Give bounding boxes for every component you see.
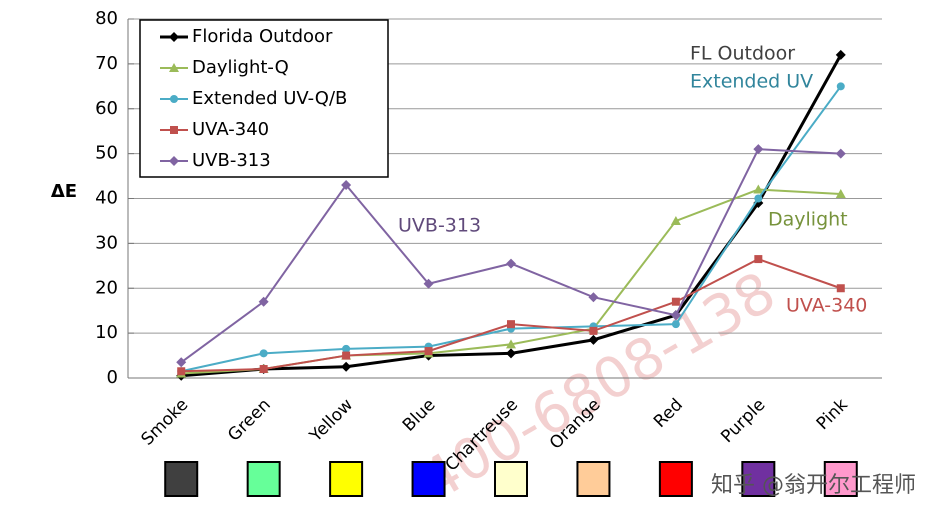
marker	[424, 347, 433, 356]
x-tick-label: Red	[650, 395, 687, 432]
legend-label: Extended UV-Q/B	[192, 88, 347, 109]
marker	[835, 148, 846, 159]
marker	[835, 49, 846, 60]
marker	[507, 320, 515, 329]
marker	[342, 344, 351, 353]
marker	[170, 126, 178, 134]
marker	[341, 361, 352, 372]
y-tick-label: 0	[107, 367, 118, 388]
color-swatch	[658, 461, 693, 497]
color-swatch	[741, 461, 776, 497]
x-tick-label: Yellow	[305, 395, 357, 447]
y-tick-label: 60	[95, 98, 118, 119]
y-tick-label: 80	[95, 8, 118, 29]
x-tick-label: Pink	[813, 395, 852, 434]
marker	[588, 292, 599, 303]
marker	[169, 156, 179, 166]
legend-label: UVA-340	[192, 119, 269, 140]
color-swatch	[823, 461, 858, 497]
marker	[169, 63, 179, 72]
y-tick-label: 10	[95, 322, 118, 343]
watermark: 知乎 @翁开尔工程师	[711, 473, 916, 498]
marker	[671, 320, 680, 329]
y-tick-label: 30	[95, 232, 118, 253]
legend-label: UVB-313	[192, 150, 271, 171]
x-tick-label: Green	[224, 395, 275, 446]
color-swatch	[576, 461, 611, 497]
annotation: UVB-313	[398, 215, 481, 237]
marker	[341, 180, 352, 191]
annotation: Daylight	[768, 209, 848, 231]
x-tick-label: Blue	[399, 395, 440, 436]
legend-label: Daylight-Q	[192, 57, 289, 78]
marker	[177, 367, 186, 376]
y-tick-label: 70	[95, 53, 118, 74]
marker	[753, 184, 764, 194]
marker	[259, 365, 268, 374]
color-swatch	[246, 461, 281, 497]
marker	[506, 258, 516, 269]
marker	[754, 194, 763, 203]
y-tick-label: 40	[95, 188, 118, 209]
marker	[671, 297, 680, 306]
marker	[753, 144, 764, 155]
marker	[342, 351, 351, 360]
legend: Florida Outdoor Daylight-Q Extended UV-Q/B…	[139, 19, 389, 178]
color-swatch	[164, 461, 199, 497]
marker	[259, 349, 268, 358]
color-swatch	[494, 461, 528, 497]
annotation: UVA-340	[786, 295, 867, 317]
annotation: Extended UV	[690, 71, 813, 93]
annotation: FL Outdoor	[690, 43, 795, 65]
marker	[836, 82, 845, 91]
marker	[670, 215, 681, 225]
marker	[836, 284, 845, 293]
x-tick-label: Purple	[717, 395, 769, 447]
marker	[423, 278, 434, 289]
marker	[754, 255, 763, 264]
marker	[506, 348, 516, 359]
marker	[589, 326, 598, 335]
color-swatch	[411, 461, 446, 497]
marker	[506, 339, 516, 349]
legend-label: Florida Outdoor	[192, 26, 333, 47]
x-tick-label: Smoke	[138, 395, 193, 450]
marker	[169, 32, 179, 42]
marker	[258, 296, 269, 307]
marker	[588, 334, 599, 345]
marker	[170, 95, 178, 103]
y-tick-label: 20	[95, 277, 118, 298]
marker	[835, 189, 846, 199]
color-swatch	[329, 461, 364, 497]
marker	[670, 310, 681, 321]
y-axis-label: ΔE	[51, 181, 77, 202]
y-tick-label: 50	[95, 143, 118, 164]
marker	[176, 357, 187, 368]
